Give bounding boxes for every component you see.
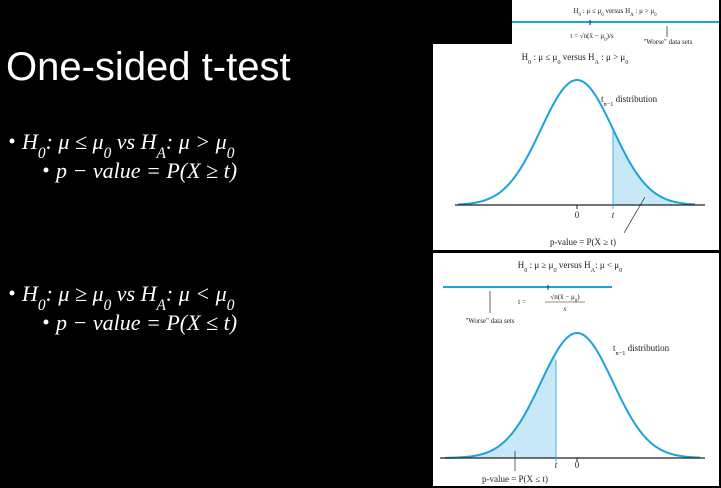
text-piece: versus H (604, 7, 630, 15)
subscript: 0 (575, 299, 578, 304)
slide-title: One-sided t-test (6, 45, 291, 89)
subscript: A (630, 13, 634, 18)
subscript: 0 (104, 145, 112, 162)
text-piece: : μ < μ (595, 260, 619, 270)
subscript: 0 (38, 145, 46, 162)
tail-area (613, 129, 695, 205)
text-piece: H (21, 129, 39, 154)
text-piece: H (573, 7, 578, 15)
tail-area (445, 352, 556, 458)
zero-label: 0 (575, 210, 580, 220)
text-piece: t (613, 343, 616, 353)
p-value-formula: p − value = P(X ≥ t) (54, 158, 237, 183)
subscript: A (156, 297, 167, 314)
figure-panel (433, 253, 719, 486)
text-piece: ) (577, 293, 580, 301)
text-piece: distribution (613, 94, 657, 104)
text-piece: : μ ≥ μ (527, 260, 553, 270)
text-piece: : μ ≤ μ (531, 52, 557, 62)
hypothesis: H0: μ ≥ μ0 vs HA: μ < μ0 (21, 281, 235, 314)
density-curve (444, 331, 701, 459)
text-piece: p − value = P(X ≥ t) (54, 158, 237, 183)
distribution-label: tn−1 distribution (601, 94, 658, 108)
arrow (623, 196, 646, 234)
p-value-label: p-value = P(X ≥ t) (550, 237, 616, 247)
subscript: 0 (619, 267, 622, 274)
bullet-dot (9, 138, 15, 144)
subscript: 0 (227, 145, 235, 162)
text-piece: H (522, 52, 529, 62)
text-piece: vs H (111, 281, 157, 306)
formula-denominator: s (564, 305, 567, 313)
text-piece: : μ ≥ μ (46, 281, 104, 306)
p-value-formula: p − value = P(X ≤ t) (54, 310, 237, 335)
subscript: 0 (524, 267, 527, 274)
figure-panel (433, 44, 719, 250)
subscript: 0 (557, 59, 560, 66)
subscript: n−1 (604, 101, 614, 108)
text-piece: : μ > μ (166, 129, 227, 154)
text-piece: H (21, 281, 39, 306)
zero-label: 0 (575, 460, 580, 470)
figure-heading: H0 : μ ≤ μ0 versus HA : μ > μ0 (522, 52, 629, 66)
text-piece: √n(x̄ − μ (550, 293, 575, 301)
subscript: n−1 (616, 350, 626, 357)
subscript: 0 (579, 13, 582, 18)
subscript: A (591, 267, 596, 274)
subscript: 0 (528, 59, 531, 66)
text-piece: distribution (625, 343, 669, 353)
subscript: A (594, 59, 599, 66)
text-piece: )/s (607, 32, 614, 40)
subscript: 0 (553, 267, 556, 274)
p-value-label: p-value = P(X ≤ t) (482, 474, 548, 484)
text-piece: p − value = P(X ≤ t) (54, 310, 237, 335)
t-label: t (555, 460, 558, 470)
subscript: 0 (601, 13, 604, 18)
formula-numerator: √n(x̄ − μ0) (550, 293, 580, 304)
bullet-dot (43, 167, 49, 173)
subscript: 0 (38, 297, 46, 314)
text-piece: : μ > μ (634, 7, 655, 15)
subscript: A (156, 145, 167, 162)
distribution-label: tn−1 distribution (613, 343, 670, 357)
subscript: 0 (654, 13, 657, 18)
strip-formula: t = √n(x̄ − μ0)/s (570, 32, 614, 43)
bullet-dot (43, 319, 49, 325)
density-curve (457, 78, 696, 206)
strip-heading: H0 : μ ≤ μ0 versus HA : μ > μ0 (573, 7, 657, 18)
note: "Worse" data sets (465, 317, 514, 325)
subscript: 0 (625, 59, 628, 66)
text-piece: t (601, 94, 604, 104)
text-piece: : μ < μ (166, 281, 227, 306)
text-piece: vs H (111, 129, 157, 154)
subscript: 0 (227, 297, 235, 314)
hypothesis: H0: μ ≤ μ0 vs HA: μ > μ0 (21, 129, 235, 162)
subscript: 0 (104, 297, 112, 314)
figure-heading: H0 : μ ≥ μ0 versus HA: μ < μ0 (518, 260, 623, 274)
strip-note: "Worse" data sets (643, 38, 692, 46)
text-piece: versus H (557, 260, 591, 270)
subscript: 0 (604, 38, 607, 43)
bullet-dot (9, 290, 15, 296)
text-piece: t = √n(x̄ − μ (570, 32, 604, 40)
text-piece: : μ ≤ μ (46, 129, 104, 154)
text-piece: H (518, 260, 525, 270)
text-piece: versus H (560, 52, 594, 62)
text-piece: : μ ≤ μ (581, 7, 602, 15)
formula-lhs: t = (518, 298, 526, 306)
text-piece: : μ > μ (599, 52, 625, 62)
t-label: t (612, 210, 615, 220)
